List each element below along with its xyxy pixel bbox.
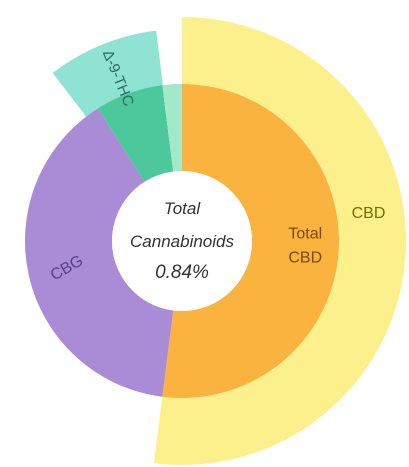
- inner-slice-total-cbd: [162, 84, 339, 398]
- inner-ring: [24, 84, 339, 398]
- outer-slice-cbd: [153, 17, 406, 465]
- center-hole: [112, 171, 252, 311]
- inner-label-total-cbd: Total CBD: [288, 225, 322, 266]
- center-title-line-1: Total: [164, 199, 201, 218]
- center-title-line-2: Cannabinoids: [130, 232, 234, 251]
- inner-slice-unlabeled-3: [162, 84, 182, 172]
- inner-slice-cbg: [24, 108, 174, 397]
- center-percentage: 0.84%: [155, 262, 209, 283]
- inner-slice-unlabeled-2: [97, 85, 174, 182]
- outer-label-cbd: CBD: [352, 205, 386, 222]
